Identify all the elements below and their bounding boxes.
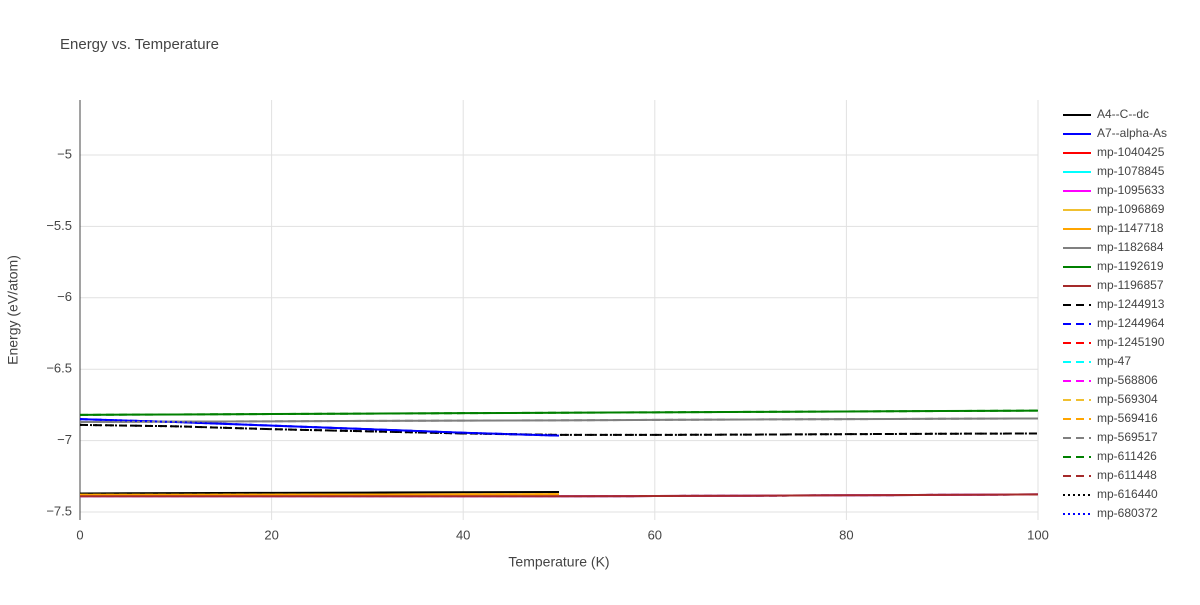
x-tick-label: 100	[1027, 527, 1049, 542]
x-tick-label: 60	[648, 527, 662, 542]
y-tick-label: −5	[57, 146, 72, 161]
y-tick-label: −6.5	[46, 361, 72, 376]
legend-label: mp-611448	[1097, 468, 1157, 482]
series-line	[79, 417, 1039, 424]
chart-title: Energy vs. Temperature	[60, 36, 219, 53]
legend-label: mp-569304	[1097, 392, 1158, 406]
legend-label: mp-1244913	[1097, 297, 1165, 311]
legend-label: mp-569416	[1097, 411, 1158, 425]
x-tick-label: 0	[76, 527, 83, 542]
legend-label: mp-616440	[1097, 487, 1158, 501]
legend-label: mp-611426	[1097, 449, 1157, 463]
y-tick-label: −5.5	[46, 218, 72, 233]
legend-label: mp-680372	[1097, 506, 1158, 520]
legend-label: mp-1192619	[1097, 259, 1164, 273]
legend-label: mp-1245190	[1097, 335, 1165, 349]
legend-label: mp-1040425	[1097, 145, 1165, 159]
x-axis-label: Temperature (K)	[508, 554, 609, 570]
legend-label: mp-47	[1097, 354, 1131, 368]
legend-label: mp-1147718	[1097, 221, 1164, 235]
legend-label: mp-568806	[1097, 373, 1158, 387]
series-line	[79, 409, 1039, 416]
legend-label: mp-1078845	[1097, 164, 1165, 178]
y-tick-label: −6	[57, 289, 72, 304]
series-line	[79, 491, 560, 495]
series-line	[79, 423, 1039, 436]
legend-label: A7--alpha-As	[1097, 126, 1167, 140]
legend-label: A4--C--dc	[1097, 107, 1149, 121]
y-tick-label: −7.5	[46, 503, 72, 518]
series-line	[80, 493, 1039, 498]
y-axis-label: Energy (eV/atom)	[5, 255, 21, 365]
legend-label: mp-1182684	[1097, 240, 1164, 254]
legend-label: mp-1096869	[1097, 202, 1165, 216]
legend-label: mp-1095633	[1097, 183, 1165, 197]
legend-label: mp-1244964	[1097, 316, 1165, 330]
legend-label: mp-569517	[1097, 430, 1158, 444]
x-tick-label: 80	[839, 527, 853, 542]
legend-label: mp-1196857	[1097, 278, 1164, 292]
x-tick-label: 20	[264, 527, 278, 542]
series-line	[79, 423, 1039, 436]
y-tick-label: −7	[57, 432, 72, 447]
x-tick-label: 40	[456, 527, 470, 542]
series-line	[80, 493, 560, 496]
